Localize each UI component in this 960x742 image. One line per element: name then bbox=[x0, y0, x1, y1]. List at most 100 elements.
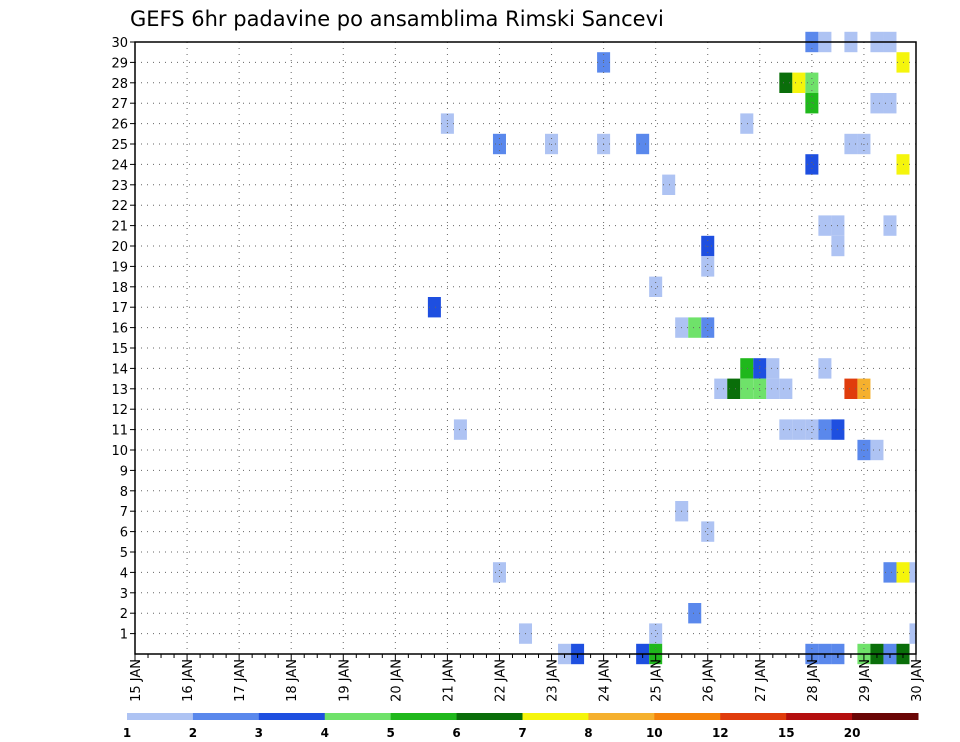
y-tick-label: 29 bbox=[111, 56, 128, 71]
y-tick-label: 13 bbox=[111, 383, 128, 398]
precip-cell bbox=[896, 562, 910, 583]
precip-cell bbox=[662, 174, 676, 195]
colorbar-segment bbox=[456, 713, 523, 720]
precip-cell bbox=[766, 378, 780, 399]
x-tick-label: 22 JAN bbox=[494, 659, 509, 702]
colorbar-label: 1 bbox=[123, 726, 131, 740]
x-tick-label: 27 JAN bbox=[754, 659, 769, 702]
y-tick-label: 22 bbox=[111, 199, 128, 214]
precip-cell bbox=[805, 419, 819, 440]
colorbar-segment bbox=[654, 713, 721, 720]
y-tick-label: 18 bbox=[111, 281, 128, 296]
precip-cell bbox=[688, 603, 702, 624]
x-tick-label: 29 JAN bbox=[858, 659, 873, 702]
y-tick-label: 25 bbox=[111, 138, 128, 153]
colorbar-label: 8 bbox=[584, 726, 592, 740]
y-tick-label: 15 bbox=[111, 342, 128, 357]
precip-cell bbox=[818, 215, 832, 236]
y-tick-label: 21 bbox=[111, 220, 128, 235]
x-tick-label: 23 JAN bbox=[546, 659, 561, 702]
colorbar-label: 5 bbox=[387, 726, 395, 740]
colorbar-label: 3 bbox=[255, 726, 263, 740]
x-tick-label: 25 JAN bbox=[650, 659, 665, 702]
precip-cell bbox=[792, 72, 806, 93]
colorbar-segment bbox=[522, 713, 589, 720]
precip-cell bbox=[427, 297, 441, 318]
y-tick-label: 24 bbox=[111, 158, 128, 173]
colorbar-segment bbox=[720, 713, 787, 720]
x-tick-label: 28 JAN bbox=[806, 659, 821, 702]
precip-cell bbox=[896, 52, 910, 73]
x-axis: 15 JAN 16 JAN 17 JAN 18 JAN 19 JAN 20 JAN 21 J… bbox=[129, 654, 925, 702]
x-tick-label: 20 JAN bbox=[389, 659, 404, 702]
x-tick-label: 16 JAN bbox=[181, 659, 196, 702]
precip-cell bbox=[701, 521, 715, 542]
precip-cell bbox=[779, 378, 793, 399]
colorbar-segment bbox=[192, 713, 260, 720]
y-tick-label: 4 bbox=[120, 566, 128, 581]
precip-cell bbox=[883, 93, 897, 114]
precip-cell bbox=[870, 439, 884, 461]
precip-cell bbox=[792, 419, 806, 440]
colorbar: 1 2 3 4 5 6 7 8 10 12 15 20 bbox=[123, 713, 919, 740]
y-tick-label: 5 bbox=[120, 546, 128, 561]
y-tick-label: 20 bbox=[111, 240, 128, 255]
x-tick-label: 15 JAN bbox=[129, 659, 144, 702]
colorbar-label: 7 bbox=[518, 726, 526, 740]
colorbar-segment bbox=[127, 713, 194, 720]
y-tick-label: 1 bbox=[120, 628, 128, 643]
precip-cell bbox=[727, 378, 741, 399]
colorbar-segment bbox=[852, 713, 919, 720]
precip-cell bbox=[883, 562, 897, 583]
precip-cell bbox=[805, 154, 819, 175]
y-tick-label: 27 bbox=[111, 97, 128, 112]
precip-cell bbox=[779, 72, 793, 93]
precip-cell bbox=[453, 419, 467, 440]
y-tick-label: 9 bbox=[120, 464, 128, 479]
precip-cell bbox=[844, 378, 858, 399]
x-tick-label: 17 JAN bbox=[233, 659, 248, 702]
y-tick-label: 2 bbox=[120, 607, 128, 622]
precip-cell bbox=[492, 562, 506, 583]
precip-cell bbox=[818, 358, 832, 379]
y-tick-label: 11 bbox=[111, 424, 128, 439]
y-tick-label: 19 bbox=[111, 260, 128, 275]
colorbar-label: 6 bbox=[452, 726, 460, 740]
colorbar-label: 12 bbox=[712, 726, 729, 740]
colorbar-label: 15 bbox=[778, 726, 795, 740]
y-tick-label: 10 bbox=[111, 444, 128, 459]
colorbar-segment bbox=[390, 713, 458, 720]
precip-cell bbox=[909, 562, 916, 583]
precip-cell bbox=[857, 378, 871, 399]
y-tick-label: 17 bbox=[111, 301, 128, 316]
precip-cell bbox=[701, 317, 715, 338]
y-tick-label: 8 bbox=[120, 485, 128, 500]
colorbar-segment bbox=[786, 713, 853, 720]
precip-cell bbox=[714, 378, 728, 399]
x-tick-label: 24 JAN bbox=[598, 659, 613, 702]
colorbar-segment bbox=[324, 713, 392, 720]
x-tick-label: 21 JAN bbox=[441, 659, 456, 702]
y-tick-label: 3 bbox=[120, 587, 128, 602]
colorbar-label: 20 bbox=[844, 726, 861, 740]
precip-cell bbox=[779, 419, 793, 440]
colorbar-segment bbox=[588, 713, 655, 720]
precip-cell bbox=[688, 317, 702, 338]
y-tick-label: 16 bbox=[111, 322, 128, 337]
x-tick-label: 26 JAN bbox=[702, 659, 717, 702]
chart-title: GEFS 6hr padavine po ansamblima Rimski S… bbox=[130, 7, 664, 31]
precip-cell bbox=[896, 154, 910, 175]
colorbar-label: 2 bbox=[189, 726, 197, 740]
colorbar-label: 4 bbox=[321, 726, 329, 740]
y-tick-label: 7 bbox=[120, 505, 128, 520]
precip-cell bbox=[636, 133, 650, 155]
precip-cell bbox=[844, 133, 858, 155]
precip-cell bbox=[740, 113, 754, 134]
precip-cell bbox=[701, 256, 715, 277]
y-tick-label: 26 bbox=[111, 118, 128, 133]
precip-cell bbox=[766, 358, 780, 379]
y-tick-label: 6 bbox=[120, 526, 128, 541]
precip-cell bbox=[883, 215, 897, 236]
precip-cell bbox=[870, 93, 884, 114]
